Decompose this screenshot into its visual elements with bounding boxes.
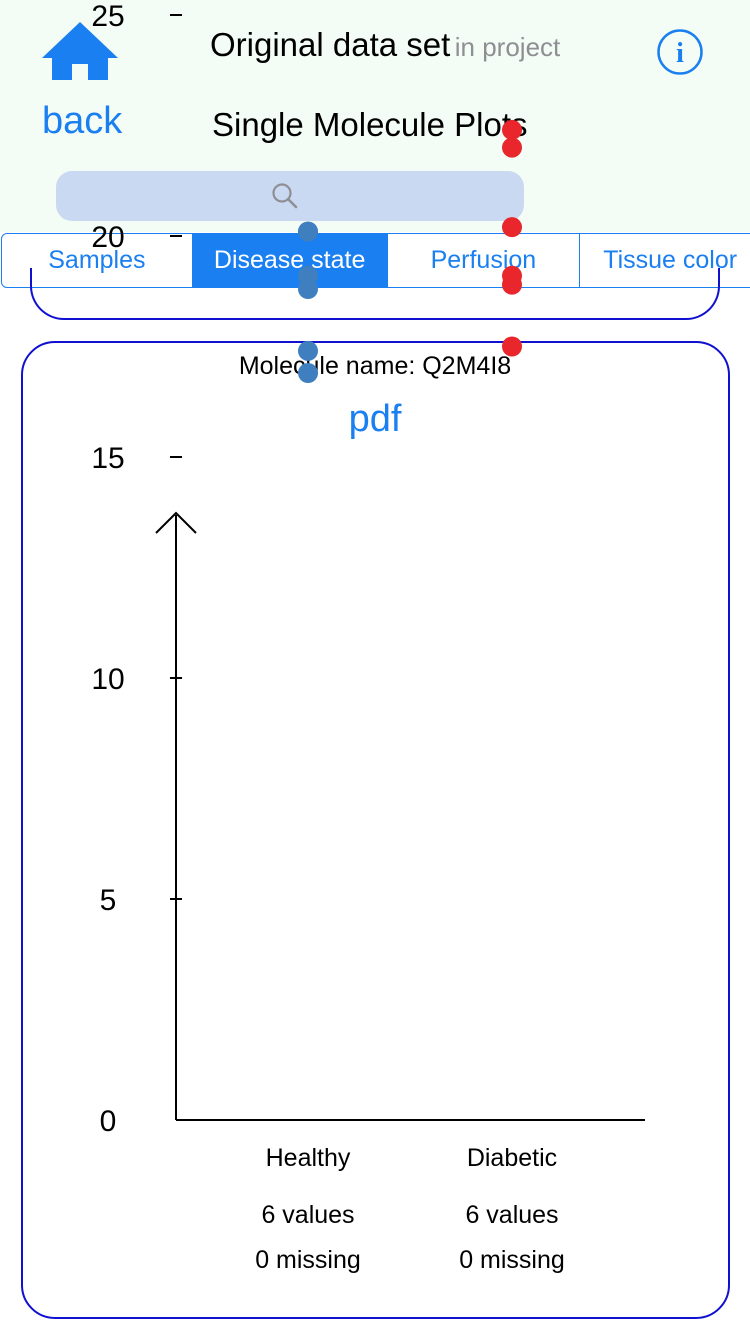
data-set-title: Original data set <box>210 26 451 63</box>
page-subtitle: Single Molecule Plots <box>212 106 528 143</box>
svg-text:i: i <box>676 38 684 69</box>
tab-samples[interactable]: Samples <box>2 234 193 287</box>
molecule-name-label: Molecule name: Q2M4I8 <box>238 352 512 380</box>
page-title: Original data set in project <box>210 26 560 64</box>
pdf-link[interactable]: pdf <box>348 398 402 440</box>
data-set-title-suffix: in project <box>454 32 561 62</box>
molecule-plot-card <box>21 341 730 1319</box>
header: back Original data set in project Single… <box>0 0 750 232</box>
search-input[interactable] <box>56 171 524 221</box>
info-icon[interactable]: i <box>656 28 704 76</box>
home-icon[interactable] <box>38 18 122 82</box>
search-icon <box>272 183 298 209</box>
previous-card-edge <box>30 268 720 320</box>
tab-disease-state[interactable]: Disease state <box>192 234 388 287</box>
back-button[interactable]: back <box>42 100 123 142</box>
